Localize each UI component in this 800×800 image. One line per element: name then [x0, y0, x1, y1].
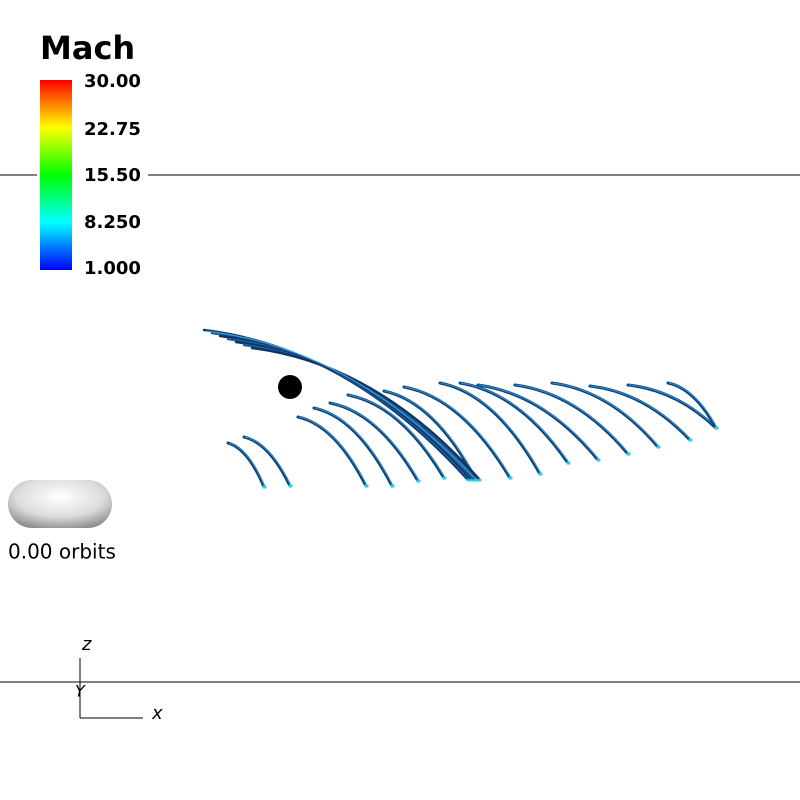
streamline: [314, 407, 394, 487]
streamline: [228, 442, 266, 488]
streamline: [298, 416, 368, 487]
capsule-icon: [8, 480, 112, 528]
legend-label: 1.000: [84, 258, 141, 279]
streamline: [384, 390, 478, 481]
streamline: [550, 381, 660, 449]
streamline: [312, 406, 394, 488]
streamline: [515, 384, 630, 455]
streamline: [348, 394, 446, 479]
streamline-tip: [509, 476, 513, 480]
streamline-tip: [474, 478, 478, 482]
legend-label: 15.50: [84, 165, 141, 186]
streamline-tip: [391, 484, 395, 488]
legend-label: 8.250: [84, 212, 141, 233]
streamline: [242, 343, 480, 482]
streamline: [244, 436, 292, 487]
axis-label-x: x: [151, 703, 163, 724]
streamline-tip: [417, 479, 421, 483]
streamline-tip: [597, 458, 601, 462]
streamline: [404, 386, 512, 479]
streamline: [205, 330, 477, 481]
streamline: [588, 384, 692, 442]
streamline: [668, 382, 718, 429]
streamline: [440, 382, 542, 475]
streamline-tip: [657, 445, 661, 449]
legend-label: 30.00: [84, 71, 141, 92]
streamline-tip: [567, 461, 571, 465]
streamline-tip: [289, 484, 293, 488]
streamline-tip: [263, 485, 267, 489]
streamline-tip: [627, 452, 631, 456]
streamline-tip: [443, 476, 447, 480]
streamline: [296, 415, 368, 488]
streamline-tip: [689, 438, 693, 442]
body-marker: [278, 375, 302, 399]
streamline: [460, 382, 570, 464]
color-bar: [40, 80, 72, 270]
streamline: [590, 385, 692, 441]
streamline-tip: [365, 484, 369, 488]
streamline-tip: [478, 478, 482, 482]
streamline: [330, 402, 420, 482]
orbit-annotation: 0.00 orbits: [8, 540, 116, 564]
streamline: [552, 382, 660, 448]
legend-label: 22.75: [84, 119, 141, 140]
streamlines: [202, 328, 719, 489]
streamline-tip: [715, 426, 719, 430]
axis-label-z: z: [81, 634, 92, 655]
streamline: [226, 441, 266, 489]
streamline: [478, 384, 600, 461]
streamline-tip: [539, 472, 543, 476]
axis-label-y: Y: [75, 682, 86, 701]
streamline: [628, 384, 718, 429]
streamline: [250, 346, 482, 482]
legend-title: Mach: [40, 29, 135, 67]
